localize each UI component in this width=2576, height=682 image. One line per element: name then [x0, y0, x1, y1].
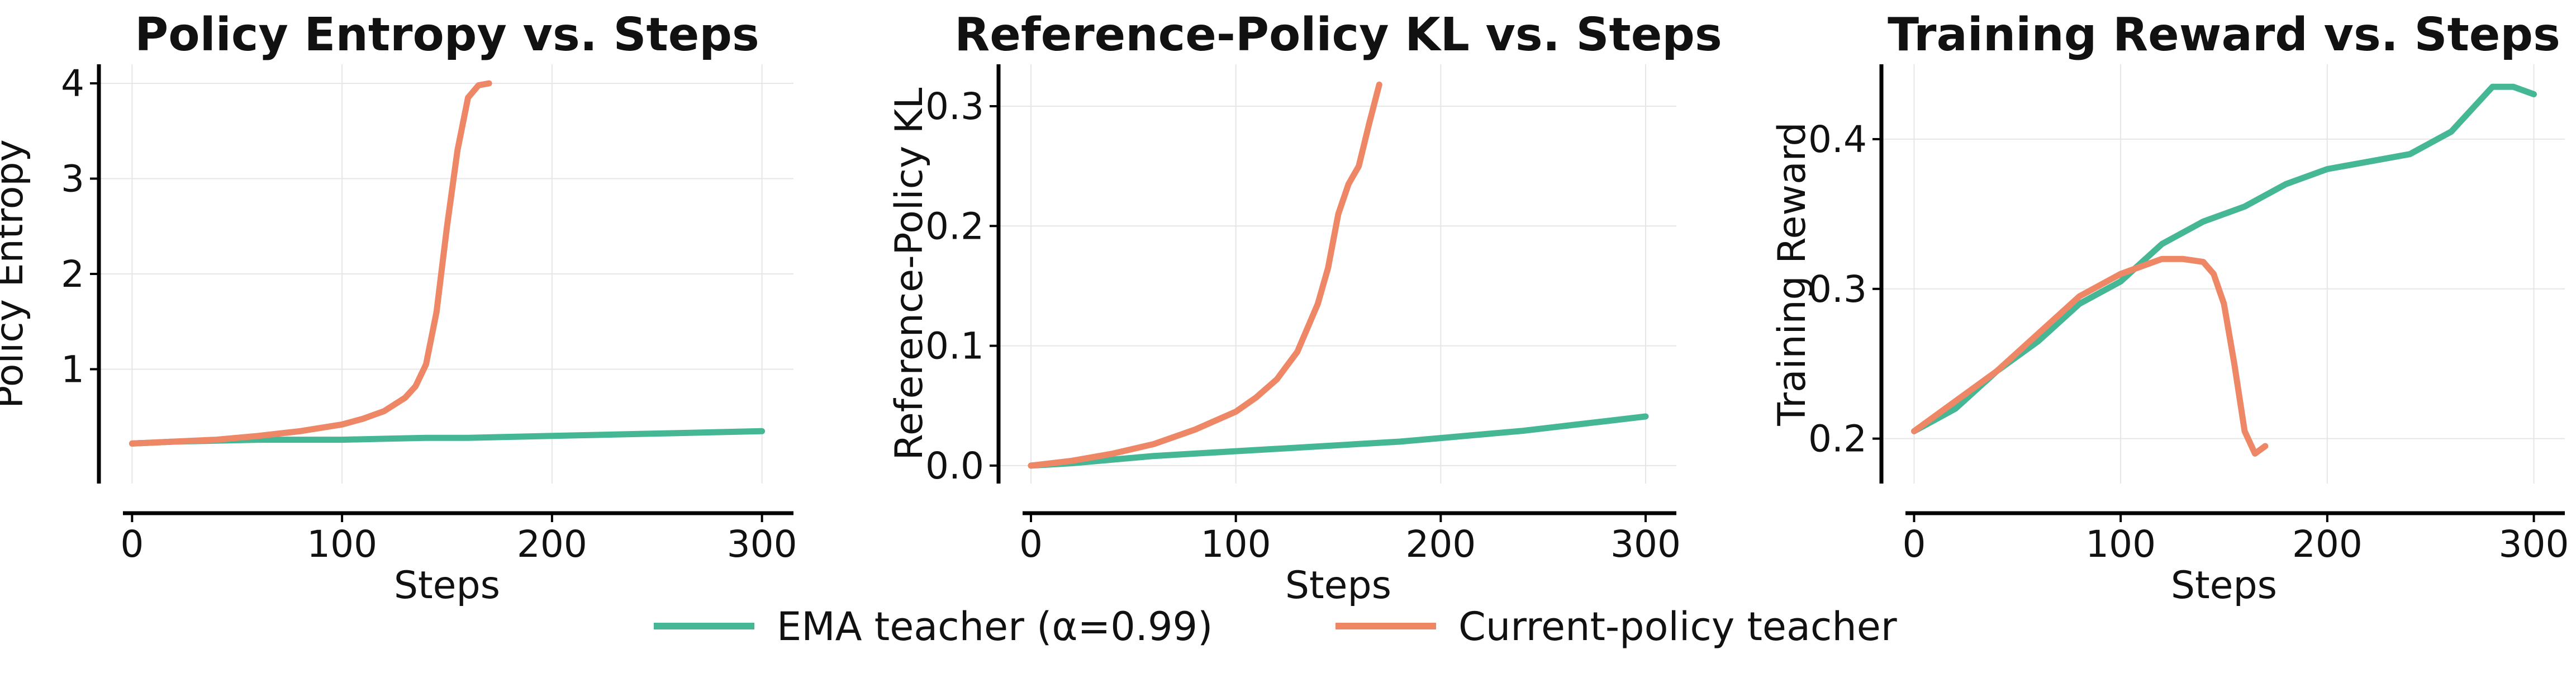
series-line-ema [1911, 83, 2537, 434]
series-line-current [1911, 255, 2269, 457]
y-tick-label: 0.0 [925, 444, 984, 487]
y-tick-label: 3 [61, 158, 84, 201]
chart-title: Training Reward vs. Steps [1888, 8, 2560, 61]
x-axis-label: Steps [1285, 563, 1391, 608]
x-tick-label: 100 [2085, 523, 2156, 566]
y-tick-label: 1 [61, 348, 84, 391]
series-line-current [1028, 81, 1382, 469]
x-tick-label: 0 [120, 523, 144, 566]
x-tick-label: 0 [1902, 523, 1926, 566]
y-tick-label: 0.3 [925, 85, 984, 128]
chart-panels: 1 2 3 4 0 100 200 300 Policy Entropy vs. Steps St… [0, 8, 2569, 608]
chart-panel-2: 0.0 0.1 0.2 0.3 0 100 200 300 Reference-Policy K… [887, 8, 1722, 608]
legend-label: EMA teacher (α=0.99) [777, 604, 1213, 650]
x-tick-label: 100 [1201, 523, 1271, 566]
y-tick-label: 0.4 [1808, 118, 1867, 161]
chart-title: Reference-Policy KL vs. Steps [954, 8, 1722, 61]
y-tick-label: 0.1 [925, 325, 984, 368]
x-tick-label: 200 [2292, 523, 2363, 566]
y-axis-label: Policy Entropy [0, 139, 32, 408]
chart-panel-1: 1 2 3 4 0 100 200 300 Policy Entropy vs. Steps St… [0, 8, 797, 608]
x-tick-label: 300 [1610, 523, 1681, 566]
chart-panel-3: 0.2 0.3 0.4 0 100 200 300 Training Reward vs. S… [1770, 8, 2569, 608]
series-line-ema [1028, 413, 1649, 469]
legend: EMA teacher (α=0.99) Current-policy teach… [654, 604, 1897, 650]
x-tick-label: 200 [1405, 523, 1476, 566]
y-tick-label: 4 [61, 62, 84, 105]
y-axis-label: Reference-Policy KL [887, 88, 931, 461]
x-axis-label: Steps [394, 563, 500, 608]
legend-entry-ema: EMA teacher (α=0.99) [654, 604, 1213, 650]
x-tick-label: 300 [2499, 523, 2569, 566]
y-tick-label: 0.2 [1808, 418, 1867, 461]
x-tick-label: 200 [517, 523, 587, 566]
x-tick-label: 300 [727, 523, 797, 566]
legend-entry-current: Current-policy teacher [1335, 604, 1897, 650]
y-axis-label: Training Reward [1770, 122, 1814, 426]
series-line-current [129, 80, 492, 447]
chart-title: Policy Entropy vs. Steps [135, 8, 759, 61]
y-tick-label: 0.3 [1808, 268, 1867, 311]
y-tick-label: 2 [61, 253, 84, 296]
x-tick-label: 100 [307, 523, 377, 566]
x-tick-label: 0 [1019, 523, 1043, 566]
legend-label: Current-policy teacher [1458, 604, 1897, 650]
x-axis-label: Steps [2171, 563, 2277, 608]
y-tick-label: 0.2 [925, 205, 984, 248]
